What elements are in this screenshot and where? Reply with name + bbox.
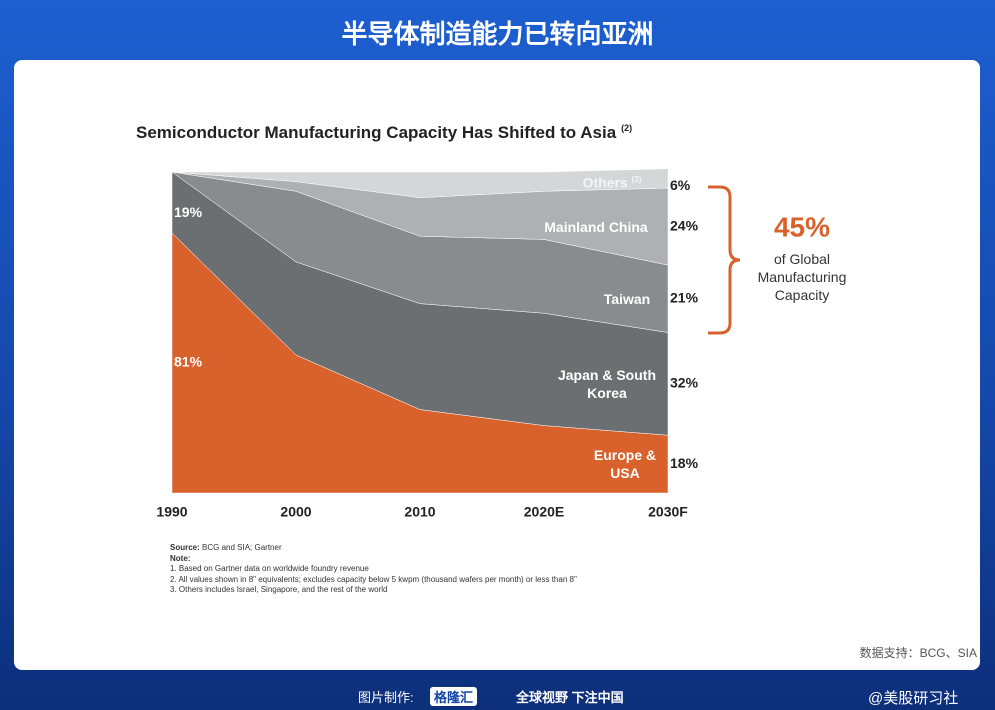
series-label: Taiwan: [587, 290, 667, 308]
note: 2. All values shown in 8" equivalents; e…: [170, 574, 577, 584]
bracket: [708, 185, 741, 335]
chart-title: Semiconductor Manufacturing Capacity Has…: [136, 123, 632, 142]
value-label: 24%: [670, 217, 699, 233]
footer: 图片制作: 格隆汇 全球视野 下注中国 @美股研习社: [0, 683, 995, 707]
made-by: 图片制作:: [358, 690, 414, 705]
series-label: Mainland China: [531, 218, 661, 236]
annotation-value: 45%: [774, 211, 830, 242]
notes: Source: BCG and SIA; Gartner Note: 1. Ba…: [170, 543, 577, 596]
series-label: Japan & South Korea: [557, 366, 657, 402]
source-text: BCG and SIA; Gartner: [202, 543, 282, 552]
watermark: 数据支持：BCG、SIA: [859, 646, 977, 660]
x-tick-label: 1990: [156, 504, 187, 520]
header-title: 半导体制造能力已转向亚洲: [341, 20, 654, 50]
area: [171, 168, 669, 198]
series-label: Europe & USA: [585, 446, 665, 482]
note: 1. Based on Gartner data on worldwide fo…: [170, 564, 369, 573]
series-label: Others (3): [567, 171, 657, 192]
source-label: Source:: [170, 543, 200, 552]
handle: @美股研习社: [868, 690, 959, 707]
series-name: Others: [582, 174, 628, 191]
annotation-box: of Global Manufacturing Capacity: [757, 251, 847, 303]
series-note: (3): [631, 174, 642, 184]
series-name: Japan & South Korea: [557, 366, 656, 401]
x-tick-label: 2020E: [524, 504, 564, 520]
annotation-text: of Global Manufacturing Capacity: [757, 251, 847, 303]
value-label: 6%: [670, 177, 691, 193]
x-tick-label: 2010: [404, 504, 435, 520]
note: 3. Others includes Israel, Singapore, an…: [170, 585, 388, 594]
series-name: Europe & USA: [593, 447, 657, 482]
x-tick-label: 2000: [280, 504, 311, 520]
x-tick-label: 2030F: [648, 504, 688, 520]
value-label: 18%: [670, 455, 699, 471]
value-label: 81%: [174, 354, 203, 370]
value-label: 21%: [670, 289, 699, 305]
value-label: 19%: [174, 204, 203, 220]
note-label-text: Note:: [170, 553, 191, 563]
slogan: 全球视野 下注中国: [516, 690, 624, 705]
value-label: 32%: [670, 375, 699, 391]
note-label: Note:: [170, 554, 577, 565]
series-name: Taiwan: [603, 290, 651, 307]
source: Source: BCG and SIA; Gartner: [170, 543, 577, 554]
series-name: Mainland China: [544, 218, 648, 235]
plot-area: [171, 168, 669, 494]
brand: 格隆汇: [430, 687, 478, 706]
